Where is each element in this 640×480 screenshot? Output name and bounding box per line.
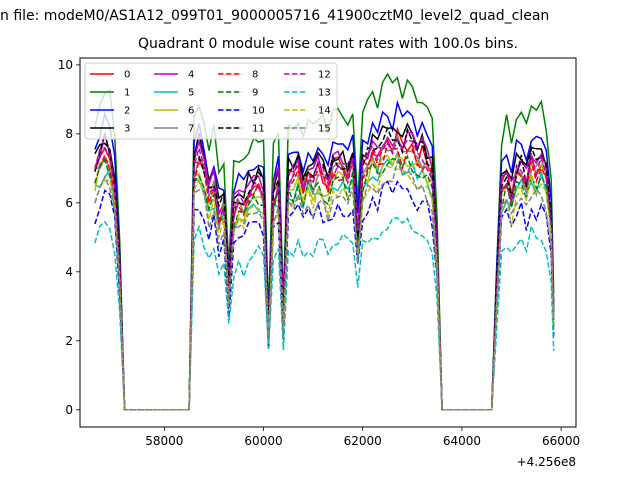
y-tick-label: 10 — [58, 58, 73, 72]
series-line-9 — [94, 154, 555, 411]
series-line-5 — [94, 150, 555, 411]
y-axis-ticks: 0 2 4 6 8 10 — [58, 58, 80, 417]
series-line-4 — [94, 131, 555, 411]
legend-label-9: 9 — [252, 88, 258, 99]
series-line-13 — [94, 217, 555, 411]
x-tick-label: 58000 — [145, 434, 183, 448]
y-tick-label: 6 — [65, 196, 73, 210]
y-tick-label: 4 — [65, 265, 73, 279]
legend-label-6: 6 — [188, 106, 194, 117]
legend-label-3: 3 — [124, 124, 130, 135]
y-tick-label: 8 — [65, 127, 73, 141]
legend-box — [84, 62, 338, 140]
x-offset-label: +4.256e8 — [517, 455, 576, 469]
x-tick-label: 62000 — [344, 434, 382, 448]
x-tick-label: 60000 — [244, 434, 282, 448]
series-line-15 — [94, 158, 555, 411]
legend-label-7: 7 — [188, 124, 194, 135]
x-tick-label: 66000 — [542, 434, 580, 448]
legend-label-11: 11 — [252, 124, 265, 135]
series-line-10 — [94, 180, 555, 411]
legend-label-14: 14 — [318, 106, 331, 117]
y-tick-label: 0 — [65, 403, 73, 417]
legend-label-1: 1 — [124, 88, 130, 99]
x-tick-label: 64000 — [443, 434, 481, 448]
legend-label-10: 10 — [252, 106, 265, 117]
legend-label-0: 0 — [124, 70, 130, 81]
x-axis-ticks: 58000 60000 62000 64000 66000 — [145, 427, 580, 448]
legend-label-8: 8 — [252, 70, 258, 81]
legend-label-2: 2 — [124, 106, 130, 117]
y-tick-label: 2 — [65, 334, 73, 348]
figure-suptitle: n file: modeM0/AS1A12_099T01_9000005716_… — [0, 8, 550, 24]
chart-title: Quadrant 0 module wise count rates with … — [138, 36, 518, 52]
legend-label-12: 12 — [318, 70, 331, 81]
axes-frame — [79, 57, 577, 428]
legend-label-13: 13 — [318, 88, 331, 99]
legend-label-15: 15 — [318, 124, 331, 135]
legend-label-5: 5 — [188, 88, 194, 99]
series-line-2 — [94, 99, 555, 411]
legend-label-4: 4 — [188, 70, 194, 81]
series-line-6 — [94, 154, 555, 411]
series-lines — [94, 72, 555, 411]
